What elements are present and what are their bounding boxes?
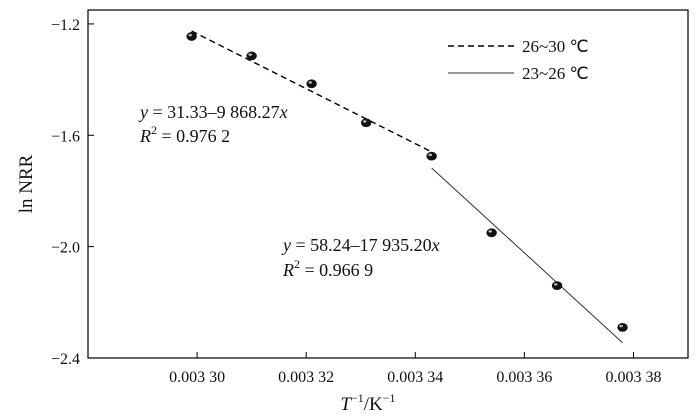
- data-point: [426, 151, 437, 161]
- axis-ticks: 0.003 30 0.003 32 0.003 34 0.003 36 0.003 38…: [51, 17, 661, 386]
- data-point-highlight: [308, 81, 313, 84]
- data-point: [360, 118, 372, 128]
- x-axis-title: T−1/K−1: [340, 391, 395, 415]
- equation-2: y = 58.24–17 935.20x: [281, 235, 440, 255]
- data-point-highlight: [619, 324, 623, 328]
- plot-frame: [87, 9, 689, 359]
- legend-label-1: 26~30 ℃: [522, 37, 589, 56]
- data-point: [246, 51, 257, 61]
- x-tick-label: 0.003 30: [169, 369, 225, 386]
- data-point: [486, 228, 497, 238]
- y-tick-label: −2.0: [51, 240, 80, 257]
- data-point: [551, 281, 563, 291]
- x-tick-label: 0.003 34: [387, 369, 443, 386]
- fit-line-1: [191, 30, 432, 153]
- data-points: [186, 32, 628, 332]
- fit-lines: [191, 30, 623, 344]
- data-point-highlight: [428, 153, 433, 157]
- fit-line-2: [431, 167, 623, 344]
- y-tick-label: −1.6: [51, 128, 80, 145]
- x-tick-label: 0.003 36: [496, 369, 552, 386]
- equation-1: y = 31.33–9 868.27x: [138, 102, 288, 122]
- data-point-highlight: [188, 33, 193, 37]
- data-point-highlight: [488, 230, 493, 233]
- y-tick-label: −2.4: [51, 351, 80, 368]
- r-squared-1: R2 = 0.976 2: [139, 123, 230, 146]
- x-tick-label: 0.003 38: [605, 369, 661, 386]
- legend-label-2: 23~26 ℃: [522, 64, 589, 83]
- y-axis-title: ln NRR: [16, 154, 37, 213]
- x-tick-label: 0.003 32: [278, 369, 334, 386]
- data-point-highlight: [362, 120, 367, 123]
- data-point-highlight: [553, 283, 558, 286]
- data-point: [617, 322, 628, 332]
- data-point: [186, 32, 197, 41]
- y-tick-label: −1.2: [51, 17, 80, 34]
- legend: 26~30 ℃ 23~26 ℃: [448, 37, 589, 83]
- data-point: [306, 79, 317, 89]
- r-squared-2: R2 = 0.966 9: [282, 257, 373, 280]
- data-point-highlight: [248, 53, 253, 56]
